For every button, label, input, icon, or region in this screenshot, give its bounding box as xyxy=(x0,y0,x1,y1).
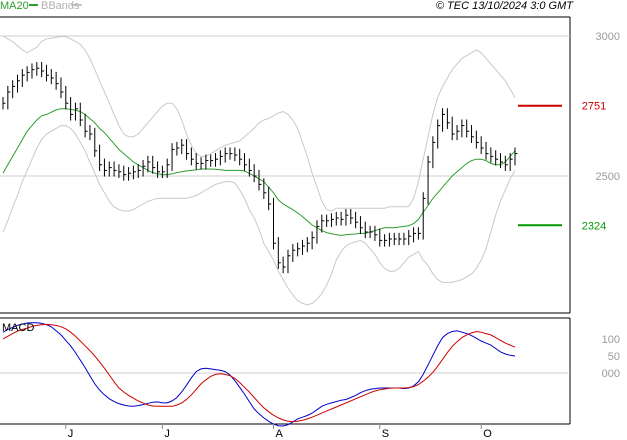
price-tick-label: 2500 xyxy=(596,171,620,183)
macd-series-layer xyxy=(2,322,516,427)
level-label: 2751 xyxy=(582,101,606,113)
level-label: 2324 xyxy=(582,220,606,232)
macd-line xyxy=(2,322,516,427)
macd-tick-label: 50 xyxy=(608,351,620,363)
price-series-layer: 2751 2324 xyxy=(2,35,606,306)
x-tick-label: J xyxy=(68,428,74,440)
x-tick-label: J xyxy=(164,428,170,440)
x-tick-label: O xyxy=(483,428,492,440)
macd-tick-label: 000 xyxy=(602,368,620,380)
bbands-upper-line xyxy=(2,35,516,212)
signal-line xyxy=(2,323,516,423)
bbands-legend-swatch xyxy=(71,4,82,6)
ma20-legend-label: MA20 xyxy=(0,0,29,12)
bbands-legend-label: BBands xyxy=(41,0,80,12)
source-timestamp: © TEC 13/10/2024 3:0 GMT xyxy=(436,0,574,12)
macd-panel xyxy=(0,317,571,427)
ma20-legend-swatch xyxy=(29,4,38,6)
y-axis: 3000 2500 100 50 000 xyxy=(596,31,620,380)
bbands-lower-line xyxy=(2,125,516,306)
macd-panel-label: MACD xyxy=(2,322,34,334)
x-tick-label: S xyxy=(382,428,389,440)
price-panel: 2751 2324 xyxy=(0,16,606,314)
macd-tick-label: 100 xyxy=(602,334,620,346)
price-tick-label: 3000 xyxy=(596,31,620,43)
x-tick-label: A xyxy=(275,428,283,440)
price-gridlines xyxy=(0,35,570,177)
